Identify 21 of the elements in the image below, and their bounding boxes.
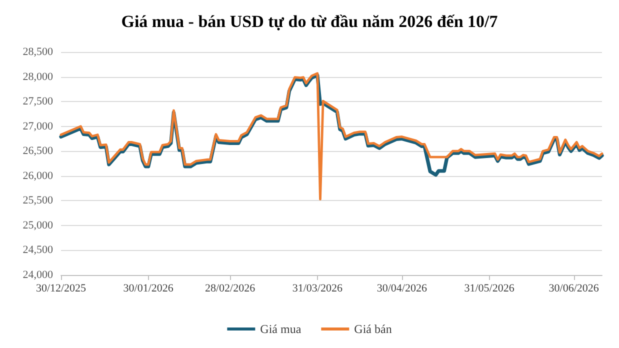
chart-title: Giá mua - bán USD tự do từ đầu năm 2026 đến 10/7 xyxy=(121,12,498,31)
y-tick-label: 28,500 xyxy=(22,46,54,58)
legend-label: Giá mua xyxy=(260,322,302,336)
y-tick-label: 28,000 xyxy=(22,70,54,83)
legend-label: Giá bán xyxy=(354,322,392,336)
y-tick-label: 24,500 xyxy=(22,244,54,256)
y-tick-label: 27,000 xyxy=(22,120,54,132)
y-tick-label: 26,000 xyxy=(22,170,54,182)
y-tick-label: 26,500 xyxy=(22,145,54,158)
x-tick-label: 30/06/2026 xyxy=(548,282,600,294)
y-tick-label: 25,000 xyxy=(22,219,54,232)
x-tick-label: 30/04/2026 xyxy=(376,282,428,294)
x-tick-label: 31/05/2026 xyxy=(464,282,515,294)
line-series xyxy=(60,72,604,200)
y-tick-label: 25,500 xyxy=(22,194,54,207)
y-tick-label: 24,000 xyxy=(22,269,54,281)
x-tick-label: 28/02/2026 xyxy=(205,282,256,294)
y-tick-label: 27,500 xyxy=(22,96,54,108)
x-tick-label: 30/01/2026 xyxy=(123,282,174,294)
x-tick-label: 31/03/2026 xyxy=(292,282,343,294)
x-tick-label: 30/12/2025 xyxy=(36,282,87,294)
